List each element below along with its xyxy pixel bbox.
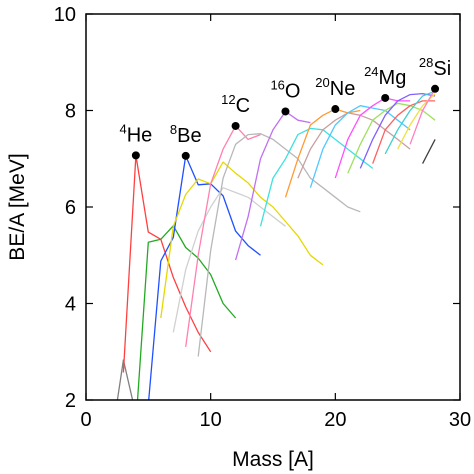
nuclide-label-c: 12C	[221, 92, 250, 117]
nuclide-point-be	[181, 151, 190, 160]
y-tick-label: 10	[54, 4, 76, 26]
series-line-17	[384, 90, 436, 155]
nuclide-label-ne: 20Ne	[315, 75, 355, 100]
nuclide-label-be: 8Be	[170, 122, 202, 147]
series-line-1	[122, 154, 212, 373]
x-axis-title: Mass [A]	[232, 448, 314, 471]
nuclide-point-si	[431, 84, 440, 93]
x-tick-label: 10	[200, 409, 222, 431]
series-line-11	[297, 112, 411, 179]
nuclide-point-ne	[331, 105, 340, 114]
x-tick-label: 30	[449, 409, 471, 431]
nuclide-label-he: 4He	[119, 121, 152, 146]
series-line-9	[259, 127, 374, 227]
series-line-7	[197, 133, 361, 357]
series-line-6	[185, 125, 261, 347]
series-line-19	[409, 88, 436, 145]
y-axis-title: BE/A [MeV]	[6, 153, 29, 260]
nuclide-point-c	[231, 121, 240, 130]
nuclide-label-mg: 24Mg	[364, 64, 406, 89]
series-line-15	[359, 92, 436, 169]
y-tick-label: 6	[65, 197, 76, 219]
ticks-layer: 0 10 20 30 2 4 6 8 10	[54, 4, 471, 431]
series-line-2	[136, 225, 237, 400]
nuclide-point-mg	[381, 93, 390, 102]
series-line-4	[160, 161, 324, 319]
series-line-10	[284, 108, 361, 198]
labels-layer: 4He 8Be 12C 16O 20Ne 24Mg 28Si	[119, 55, 451, 147]
y-tick-label: 8	[65, 101, 76, 123]
series-line-16	[372, 100, 436, 164]
series-layer	[116, 88, 436, 400]
nuclide-label-si: 28Si	[419, 55, 451, 80]
nuclide-point-he	[131, 151, 140, 160]
x-tick-label: 0	[80, 409, 91, 431]
series-line-0	[116, 359, 134, 400]
y-tick-label: 4	[65, 294, 76, 316]
x-tick-label: 20	[324, 409, 346, 431]
series-line-12	[309, 105, 411, 188]
nuclide-label-o: 16O	[270, 77, 300, 102]
series-line-3	[148, 155, 261, 400]
points-layer	[131, 84, 440, 160]
y-tick-label: 2	[65, 390, 76, 412]
nuclide-point-o	[281, 107, 290, 116]
series-line-5	[172, 187, 286, 333]
series-line-20	[422, 139, 436, 164]
series-line-8	[234, 110, 311, 261]
